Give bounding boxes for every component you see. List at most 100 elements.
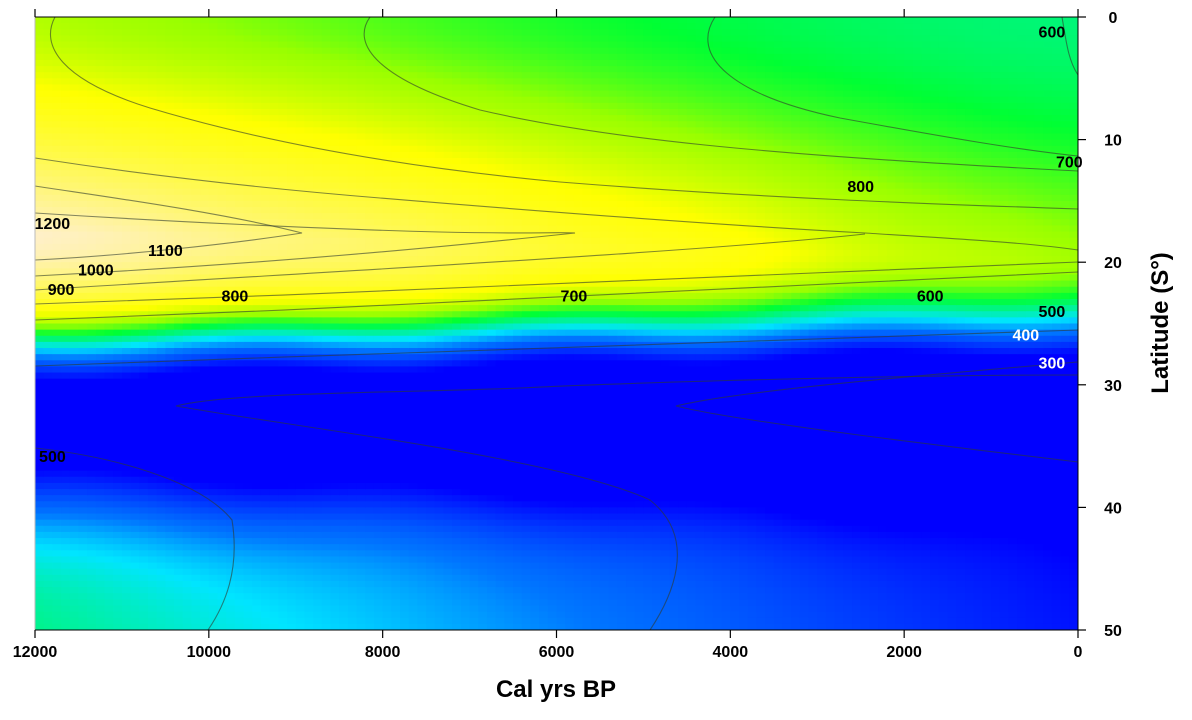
heatmap-cell [295, 317, 306, 325]
heatmap-cell [52, 335, 62, 343]
heatmap-cell [182, 335, 193, 343]
heatmap-cell [443, 470, 453, 478]
heatmap-cell [287, 53, 297, 61]
heatmap-cell [347, 421, 358, 429]
heatmap-cell [347, 108, 358, 116]
heatmap-cell [95, 341, 106, 349]
heatmap-cell [347, 452, 358, 459]
heatmap-cell [260, 108, 271, 116]
heatmap-cell [95, 329, 106, 337]
heatmap-cell [426, 231, 436, 239]
heatmap-cell [460, 139, 471, 147]
heatmap-cell [113, 550, 123, 558]
heatmap-cell [356, 427, 366, 435]
heatmap-cell [452, 280, 462, 288]
heatmap-cell [373, 341, 384, 349]
heatmap-cell [260, 366, 271, 374]
heatmap-cell [252, 280, 262, 288]
heatmap-cell [260, 311, 271, 318]
heatmap-cell [347, 562, 358, 570]
heatmap-cell [208, 176, 219, 184]
heatmap-cell [43, 219, 53, 227]
heatmap-cell [156, 348, 166, 355]
heatmap-cell [452, 317, 462, 325]
heatmap-cell [365, 256, 375, 263]
heatmap-cell [356, 53, 366, 61]
heatmap-cell [147, 329, 158, 337]
heatmap-cell [174, 562, 184, 570]
heatmap-cell [400, 507, 410, 515]
heatmap-cell [182, 139, 193, 147]
heatmap-cell [104, 372, 114, 380]
heatmap-cell [434, 525, 445, 533]
heatmap-cell [391, 176, 401, 184]
heatmap-cell [113, 427, 123, 435]
heatmap-cell [426, 507, 436, 515]
heatmap-cell [243, 164, 253, 171]
heatmap-cell [356, 415, 366, 423]
heatmap-cell [347, 59, 358, 67]
heatmap-cell [426, 133, 436, 141]
heatmap-cell [95, 121, 106, 128]
heatmap-cell [139, 96, 149, 104]
heatmap-cell [443, 237, 453, 245]
heatmap-cell [234, 611, 245, 619]
heatmap-cell [356, 151, 366, 159]
heatmap-cell [278, 219, 288, 227]
heatmap-cell [104, 501, 114, 508]
heatmap-cell [365, 274, 375, 282]
heatmap-cell [95, 102, 106, 110]
heatmap-cell [373, 78, 384, 86]
heatmap-cell [191, 531, 201, 539]
heatmap-cell [139, 433, 149, 441]
heatmap-cell [243, 133, 253, 141]
heatmap-cell [52, 611, 62, 619]
heatmap-cell [356, 384, 366, 392]
heatmap-cell [200, 390, 210, 398]
heatmap-cell [61, 237, 71, 245]
heatmap-cell [295, 378, 306, 386]
heatmap-cell [356, 605, 366, 613]
heatmap-cell [400, 482, 410, 490]
heatmap-cell [304, 587, 314, 594]
heatmap-cell [365, 593, 375, 600]
heatmap-cell [226, 544, 236, 551]
heatmap-cell [234, 176, 245, 184]
heatmap-cell [321, 427, 332, 435]
heatmap-cell [365, 538, 375, 545]
heatmap-cell [287, 268, 297, 276]
heatmap-cell [321, 458, 332, 466]
heatmap-cell [95, 519, 106, 527]
heatmap-cell [347, 513, 358, 521]
heatmap-cell [243, 274, 253, 282]
heatmap-cell [130, 611, 140, 619]
heatmap-cell [104, 544, 114, 551]
heatmap-cell [304, 115, 314, 122]
heatmap-cell [339, 605, 349, 613]
heatmap-cell [365, 507, 375, 515]
heatmap-cell [321, 243, 332, 251]
heatmap-cell [234, 587, 245, 594]
heatmap-cell [313, 274, 323, 282]
heatmap-cell [287, 452, 297, 459]
heatmap-cell [35, 298, 45, 306]
heatmap-cell [373, 84, 384, 92]
heatmap-cell [443, 427, 453, 435]
heatmap-cell [287, 188, 297, 196]
heatmap-cell [408, 507, 419, 515]
heatmap-cell [295, 231, 306, 239]
heatmap-cell [269, 225, 279, 233]
heatmap-cell [43, 366, 53, 374]
heatmap-cell [200, 476, 210, 484]
heatmap-cell [339, 409, 349, 417]
heatmap-cell [287, 225, 297, 233]
heatmap-cell [243, 286, 253, 294]
heatmap-cell [443, 145, 453, 153]
heatmap-cell [243, 525, 253, 533]
heatmap-cell [313, 452, 323, 459]
heatmap-cell [434, 446, 445, 453]
heatmap-cell [287, 427, 297, 435]
heatmap-cell [95, 305, 106, 312]
heatmap-cell [104, 433, 114, 441]
heatmap-cell [321, 127, 332, 135]
